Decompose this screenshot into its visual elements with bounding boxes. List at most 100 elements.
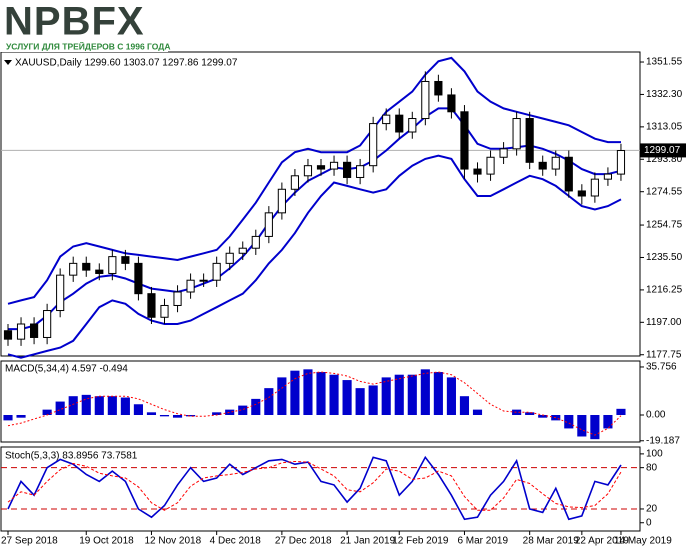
macd-bar: [120, 397, 130, 415]
candle-body: [290, 175, 300, 190]
macd-bar: [459, 396, 470, 415]
macd-bar: [381, 377, 391, 415]
y-tick-label: 1235.50: [646, 252, 683, 263]
candle-body: [251, 235, 260, 249]
macd-bar: [329, 374, 339, 415]
y-tick-label: 100: [646, 449, 663, 460]
x-tick-label: 21 Jan 2019: [340, 536, 395, 547]
bollinger-band: [7, 154, 622, 359]
candle-body: [369, 123, 378, 167]
candle-body: [329, 161, 339, 170]
y-tick-label: 1197.00: [646, 317, 682, 328]
macd-bar: [251, 398, 261, 415]
macd-bar: [564, 415, 574, 429]
y-tick-label: 1254.75: [646, 220, 683, 231]
macd-bar: [264, 388, 274, 415]
x-tick-label: 6 Mar 2019: [457, 536, 508, 547]
candle-body: [512, 118, 521, 150]
macd-bar: [394, 374, 404, 415]
macd-bar: [590, 415, 600, 440]
y-tick-label: 1293.80: [646, 154, 683, 165]
candle-body: [108, 256, 117, 274]
macd-bar: [316, 372, 326, 415]
candle-body: [408, 118, 417, 133]
candle-body: [29, 323, 39, 338]
candle-body: [121, 256, 130, 264]
macd-bar: [446, 377, 456, 415]
x-tick-label: 22 Apr 2019: [575, 536, 629, 547]
candle-body: [616, 150, 626, 175]
macd-bar: [290, 370, 300, 415]
macd-bar: [525, 412, 535, 415]
candle-body: [499, 148, 508, 158]
macd-bar: [146, 412, 157, 415]
candle-body: [564, 156, 573, 192]
macd-bar: [16, 415, 26, 418]
y-tick-label: 0.00: [646, 410, 666, 421]
macd-bar: [159, 415, 170, 417]
candle-body: [212, 262, 221, 281]
macd-bar: [3, 415, 13, 421]
candle-body: [277, 188, 286, 214]
candle-body: [43, 310, 52, 338]
x-tick-label: 27 Dec 2018: [275, 536, 332, 547]
y-tick-label: 1351.55: [646, 57, 683, 68]
y-tick-label: 35.756: [646, 362, 677, 373]
candle-body: [603, 173, 613, 180]
candle-body: [147, 293, 156, 318]
candle-body: [264, 212, 273, 237]
last-price-label: 1299.07: [644, 145, 681, 156]
candle-body: [395, 114, 404, 133]
logo-tagline: УСЛУГИ ДЛЯ ТРЕЙДЕРОВ С 1996 ГОДА: [6, 40, 170, 51]
stoch-main: [7, 455, 622, 521]
y-tick-label: 20: [646, 504, 658, 515]
macd-bar: [512, 409, 522, 415]
macd-bar: [42, 409, 52, 415]
candle-body: [577, 190, 586, 197]
x-tick-label: 28 Mar 2019: [523, 536, 580, 547]
candle-body: [434, 80, 443, 96]
candle-body: [82, 262, 91, 271]
macd-bar: [407, 374, 417, 415]
logo-backdrop: [0, 0, 168, 52]
macd-bar: [186, 415, 196, 417]
stoch-signal: [7, 460, 622, 511]
macd-bar: [107, 396, 117, 415]
x-tick-label: 12 Feb 2019: [392, 536, 449, 547]
y-tick-label: 1216.25: [646, 285, 683, 296]
y-tick-label: 1274.55: [646, 186, 683, 197]
panel-title: XAUUSD,Daily 1299.60 1303.07 1297.86 129…: [15, 58, 238, 69]
macd-bar: [68, 396, 78, 415]
x-tick-label: 19 Oct 2018: [79, 536, 134, 547]
candle-body: [382, 114, 391, 125]
candle-body: [225, 252, 234, 264]
macd-bar: [616, 408, 626, 415]
macd-bar: [81, 394, 91, 415]
candle-body: [134, 262, 143, 295]
y-tick-label: 0: [646, 517, 652, 528]
candle-body: [303, 165, 313, 177]
candle-body: [421, 80, 430, 120]
candle-body: [160, 304, 169, 318]
macd-bar: [472, 409, 483, 415]
y-tick-label: -19.187: [646, 435, 680, 446]
macd-bar: [420, 369, 430, 415]
panel-frame: [0, 360, 641, 443]
macd-bar: [603, 415, 613, 429]
macd-bar: [277, 377, 287, 415]
y-tick-label: 1177.75: [646, 349, 682, 360]
candle-body: [186, 279, 195, 293]
candle-body: [473, 168, 482, 175]
candle-body: [56, 274, 65, 312]
candle-body: [238, 247, 247, 254]
candle-body: [460, 111, 469, 170]
logo-brand: NPBFX: [4, 0, 145, 44]
macd-bar: [225, 409, 235, 415]
macd-bar: [172, 415, 183, 418]
candle-body: [486, 156, 495, 175]
candle-body: [173, 291, 182, 306]
x-tick-label: 4 Dec 2018: [210, 536, 262, 547]
